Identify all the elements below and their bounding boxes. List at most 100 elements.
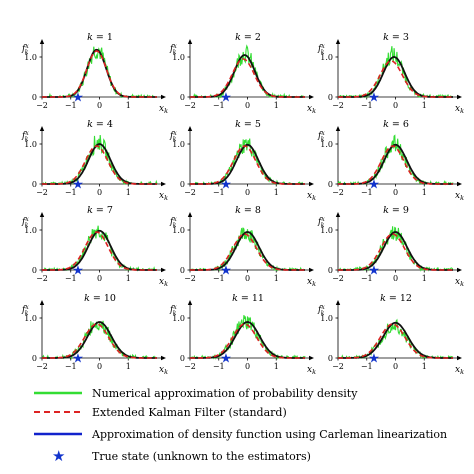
true-state-star-icon: ★ xyxy=(220,352,232,367)
panel-title-value: = 3 xyxy=(389,32,409,43)
y-axis-arrow xyxy=(39,126,45,131)
panel-title-value: = 6 xyxy=(389,119,409,130)
x-axis-arrow xyxy=(457,94,462,100)
series-ekf xyxy=(338,233,453,271)
x-tick-label: −1 xyxy=(361,101,373,110)
x-tick-label: 1 xyxy=(126,362,131,371)
x-tick-label: 1 xyxy=(126,101,131,110)
y-axis-label-superscript: x xyxy=(173,304,177,311)
panel-title-var: k xyxy=(87,205,93,216)
x-axis-label-subscript: k xyxy=(312,368,316,376)
y-axis-arrow xyxy=(187,39,193,44)
y-tick-label: 1.0 xyxy=(172,140,185,149)
x-tick-label: 0 xyxy=(245,274,250,283)
y-axis-arrow xyxy=(39,212,45,217)
series-numerical xyxy=(41,320,158,360)
series-numerical xyxy=(41,46,158,99)
x-tick-label: −2 xyxy=(332,274,344,283)
panel-title-value: = 7 xyxy=(93,205,113,216)
x-axis-label: xk xyxy=(159,191,168,202)
x-axis-label: xk xyxy=(455,277,464,288)
x-tick-label: −1 xyxy=(361,188,373,197)
y-axis-label-superscript: x xyxy=(321,304,325,311)
y-tick-label: 0 xyxy=(180,93,185,102)
x-tick-label: −1 xyxy=(213,362,225,371)
panel-title-var: k xyxy=(383,119,389,130)
series-numerical xyxy=(42,134,158,186)
panel-title-var: k xyxy=(84,293,90,304)
panel-title-var: k xyxy=(87,119,93,130)
series-ekf xyxy=(190,233,305,271)
x-axis-arrow xyxy=(161,181,166,187)
x-axis-label: xk xyxy=(455,104,464,115)
x-axis-label-subscript: k xyxy=(460,194,464,202)
y-axis-arrow xyxy=(187,300,193,305)
panel-title-var: k xyxy=(235,119,241,130)
y-axis-label-subscript: k xyxy=(321,222,325,229)
x-axis-label-subscript: k xyxy=(164,107,168,115)
y-tick-label: 0 xyxy=(32,266,37,275)
x-axis-label: xk xyxy=(307,104,316,115)
series-carleman xyxy=(42,143,157,185)
y-tick-label: 1.0 xyxy=(320,226,333,235)
x-tick-label: −2 xyxy=(332,362,344,371)
y-axis-label: fx k xyxy=(317,43,325,56)
y-tick-label: 0 xyxy=(328,93,333,102)
y-axis-label-subscript: k xyxy=(173,310,177,317)
y-axis-arrow xyxy=(335,300,341,305)
x-tick-label: −1 xyxy=(65,274,77,283)
x-tick-label: 1 xyxy=(422,274,427,283)
legend-label-true-state: True state (unknown to the estimators) xyxy=(92,450,311,463)
y-axis-label: fx k xyxy=(21,304,29,317)
y-tick-label: 0 xyxy=(328,354,333,363)
x-axis-label-subscript: k xyxy=(460,107,464,115)
y-axis-arrow xyxy=(187,126,193,131)
x-axis-label: xk xyxy=(159,104,168,115)
x-tick-label: −1 xyxy=(361,274,373,283)
x-tick-label: 1 xyxy=(126,274,131,283)
series-carleman xyxy=(190,231,305,271)
series-ekf xyxy=(190,58,305,98)
series-numerical xyxy=(190,44,306,99)
x-axis-label-subscript: k xyxy=(312,107,316,115)
true-state-star-icon: ★ xyxy=(368,264,380,279)
legend-item-true-state: ★ True state (unknown to the estimators) xyxy=(52,447,311,465)
x-tick-label: −2 xyxy=(332,188,344,197)
x-axis-label-subscript: k xyxy=(164,368,168,376)
panel-title-var: k xyxy=(383,32,389,43)
y-axis-label-subscript: k xyxy=(173,49,177,56)
y-tick-label: 0 xyxy=(328,266,333,275)
true-state-star-icon: ★ xyxy=(220,264,232,279)
y-axis-label: fx k xyxy=(317,216,325,229)
y-axis-label-superscript: x xyxy=(25,43,29,50)
panel-title-value: = 9 xyxy=(389,205,409,216)
y-axis-label: fx k xyxy=(21,130,29,143)
x-tick-label: −2 xyxy=(332,101,344,110)
y-axis-arrow xyxy=(335,126,341,131)
x-tick-label: 0 xyxy=(245,362,250,371)
y-tick-label: 0 xyxy=(180,354,185,363)
x-tick-label: −1 xyxy=(213,101,225,110)
x-axis-label-subscript: k xyxy=(460,280,464,288)
true-state-star-icon: ★ xyxy=(220,178,232,193)
y-axis-label: fx k xyxy=(317,130,325,143)
y-tick-label: 1.0 xyxy=(24,140,37,149)
y-tick-label: 1.0 xyxy=(24,314,37,323)
y-tick-label: 1.0 xyxy=(320,314,333,323)
panel-title: k = 12 xyxy=(380,293,412,304)
x-axis-label-subscript: k xyxy=(460,368,464,376)
x-tick-label: −2 xyxy=(184,362,196,371)
legend: Numerical approximation of probability d… xyxy=(34,387,447,465)
x-tick-label: −2 xyxy=(184,188,196,197)
panel-title: k = 8 xyxy=(235,205,261,216)
series-ekf xyxy=(42,145,157,185)
y-axis-label-superscript: x xyxy=(173,130,177,137)
